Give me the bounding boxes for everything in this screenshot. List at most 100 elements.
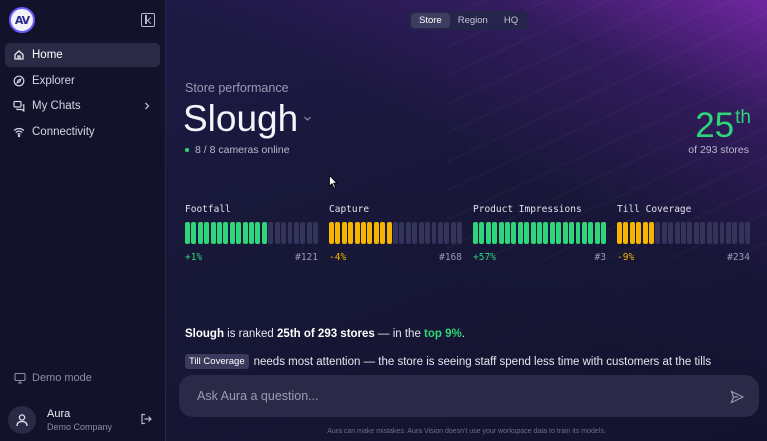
metric-change: -4%	[329, 252, 347, 263]
bar-segment-filled	[380, 222, 386, 244]
bar-segment-empty	[706, 222, 712, 244]
bar-segment-empty	[668, 222, 674, 244]
demo-mode-label: Demo mode	[32, 372, 92, 384]
bar-segment-filled	[348, 222, 354, 244]
metric-footfall[interactable]: Footfall +1% #121	[185, 204, 319, 263]
bar-segment-filled	[601, 222, 607, 244]
send-icon[interactable]	[730, 390, 744, 404]
logout-icon[interactable]	[140, 413, 152, 425]
demo-mode-toggle[interactable]: Demo mode	[14, 372, 92, 384]
metric-product-impressions[interactable]: Product Impressions +57% #3	[473, 204, 607, 263]
bar-segment-empty	[425, 222, 430, 244]
store-selector[interactable]: Slough	[183, 98, 299, 139]
bar-segment-empty	[693, 222, 699, 244]
bar-segment-filled	[329, 222, 334, 244]
bar-segment-empty	[725, 222, 731, 244]
bar-segment-filled	[191, 222, 197, 244]
camera-status-text: 8 / 8 cameras online	[195, 144, 290, 156]
metric-till-coverage[interactable]: Till Coverage -9% #234	[617, 204, 751, 263]
bar-segment-filled	[210, 222, 216, 244]
tab-region[interactable]: Region	[457, 15, 488, 26]
attention-insight: Till Coverage needs most attention — the…	[185, 354, 711, 369]
rank-number: 25	[695, 106, 735, 145]
user-company: Demo Company	[47, 422, 113, 432]
sidebar-nav: Home Explorer My Chats Connectivity	[5, 43, 160, 145]
metric-change: +57%	[473, 252, 496, 263]
summary-text: .	[461, 328, 465, 340]
metric-rank: #168	[439, 252, 462, 263]
bar-segment-empty	[405, 222, 411, 244]
bar-segment-filled	[479, 222, 485, 244]
monitor-icon	[14, 372, 26, 384]
summary-rank: 25th of 293 stores	[277, 328, 375, 340]
bar-segment-filled	[530, 222, 536, 244]
bar-segment-empty	[274, 222, 280, 244]
user-profile[interactable]: Aura Demo Company	[8, 405, 158, 435]
bar-segment-empty	[393, 222, 398, 244]
metric-tag[interactable]: Till Coverage	[185, 354, 249, 369]
sidebar-item-label: My Chats	[32, 100, 81, 112]
bar-segment-empty	[418, 222, 424, 244]
bar-segment-filled	[217, 222, 222, 244]
sidebar-item-home[interactable]: Home	[5, 43, 160, 67]
bar-segment-empty	[687, 222, 693, 244]
sidebar-item-label: Home	[32, 49, 63, 61]
bar-segment-empty	[655, 222, 661, 244]
chevron-right-icon	[145, 102, 150, 110]
sidebar-item-my-chats[interactable]: My Chats	[5, 94, 160, 118]
sidebar-item-connectivity[interactable]: Connectivity	[5, 120, 160, 144]
bar-segment-empty	[281, 222, 286, 244]
wifi-icon	[13, 126, 25, 138]
bar-segment-empty	[268, 222, 274, 244]
bar-segment-empty	[738, 222, 744, 244]
metric-label: Footfall	[185, 204, 231, 215]
metric-capture[interactable]: Capture -4% #168	[329, 204, 463, 263]
summary-text: is ranked	[223, 328, 278, 340]
bar-segment-filled	[588, 222, 594, 244]
bar-segment-filled	[229, 222, 235, 244]
bar-segment-filled	[524, 222, 530, 244]
camera-status: 8 / 8 cameras online	[185, 144, 290, 156]
user-name: Aura	[47, 408, 71, 420]
bar-segment-filled	[473, 222, 478, 244]
bar-segment-empty	[287, 222, 293, 244]
status-dot	[185, 148, 189, 152]
mouse-cursor-icon	[329, 175, 338, 189]
bar-segment-filled	[335, 222, 341, 244]
bar-segment-filled	[236, 222, 242, 244]
bar-segment-filled	[354, 222, 360, 244]
bar-segment-empty	[700, 222, 706, 244]
bar-segment-empty	[300, 222, 306, 244]
metric-rank: #3	[594, 252, 606, 263]
tab-store[interactable]: Store	[411, 13, 450, 28]
bar-segment-empty	[431, 222, 437, 244]
metric-change: +1%	[185, 252, 203, 263]
summary-store: Slough	[185, 328, 224, 340]
bar-segment-empty	[399, 222, 405, 244]
collapse-sidebar-icon[interactable]	[141, 13, 155, 27]
bar-segment-empty	[450, 222, 456, 244]
bar-segment-empty	[457, 222, 463, 244]
main-panel: Store Region HQ Store performance Slough…	[166, 0, 767, 441]
sidebar-item-label: Explorer	[32, 74, 75, 87]
attention-text: needs most attention — the store is seei…	[253, 355, 712, 368]
bar-segment-filled	[223, 222, 229, 244]
bar-segment-filled	[255, 222, 261, 244]
background-pattern	[447, 0, 767, 260]
bar-segment-filled	[537, 222, 542, 244]
chevron-down-icon[interactable]	[303, 114, 312, 123]
bar-segment-filled	[581, 222, 587, 244]
bar-segment-filled	[373, 222, 379, 244]
bar-segment-empty	[661, 222, 667, 244]
bar-segment-filled	[197, 222, 203, 244]
aura-vision-logo[interactable]: AV	[9, 7, 35, 33]
bar-segment-empty	[745, 222, 751, 244]
bar-segment-filled	[636, 222, 642, 244]
bar-segment-filled	[543, 222, 549, 244]
sidebar-item-explorer[interactable]: Explorer	[5, 69, 160, 93]
bar-segment-filled	[492, 222, 498, 244]
tab-hq[interactable]: HQ	[503, 15, 519, 26]
ask-input[interactable]	[197, 388, 697, 404]
metric-rank: #121	[295, 252, 318, 263]
bar-segment-filled	[361, 222, 366, 244]
